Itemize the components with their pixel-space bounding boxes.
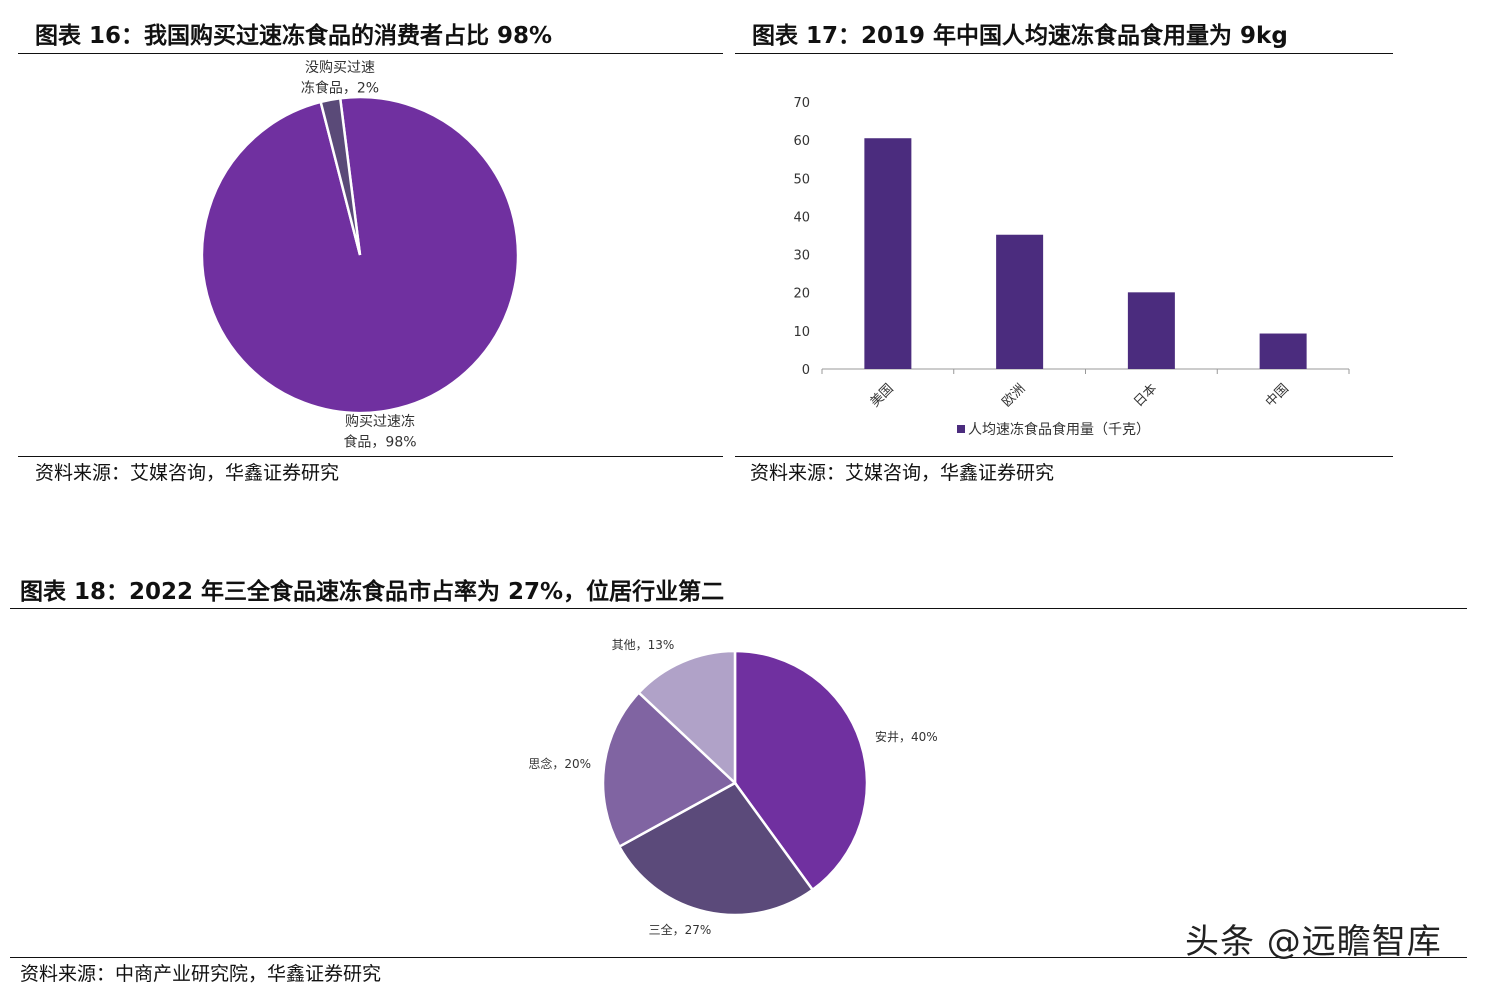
chart18-slice-label-2: 思念，20% — [528, 756, 591, 771]
chart16-title: 图表 16：我国购买过速冻食品的消费者占比 98% — [35, 23, 553, 49]
chart18-pie: 安井，40% 三全，27% 思念，20% 其他，13% — [528, 638, 937, 937]
chart17-source: 资料来源：艾媒咨询，华鑫证券研究 — [750, 462, 1055, 484]
chart17-bar-1 — [996, 234, 1044, 369]
chart17-ytick-label: 20 — [793, 287, 810, 302]
chart16-slice-label-0: 购买过速冻食品，98% — [343, 413, 416, 450]
chart17-ytick-label: 60 — [793, 134, 810, 149]
chart18-source: 资料来源：中商产业研究院，华鑫证券研究 — [20, 963, 382, 985]
chart17-bar-2 — [1127, 292, 1175, 369]
chart18-slice-label-1: 三全，27% — [649, 922, 712, 937]
chart17-ytick-label: 50 — [793, 172, 810, 187]
chart18-bottom-rule — [10, 957, 1467, 958]
chart18-slice-label-3: 其他，13% — [612, 638, 675, 652]
chart17-title: 图表 17：2019 年中国人均速冻食品食用量为 9kg — [752, 23, 1288, 49]
chart17-ytick-label: 70 — [793, 96, 810, 111]
chart17-ytick-label: 30 — [793, 249, 810, 264]
chart18-slice-1 — [617, 781, 815, 917]
chart17-legend-label: 人均速冻食品食用量（千克） — [968, 421, 1150, 438]
chart18-slice-3 — [637, 649, 737, 786]
chart16-slice-label-1: 没购买过速冻食品，2% — [301, 60, 379, 96]
chart18-slice-2 — [601, 690, 738, 849]
chart18-top-rule — [10, 608, 1467, 609]
chart17-ytick-label: 0 — [802, 363, 810, 378]
chart18-title: 图表 18：2022 年三全食品速冻食品市占率为 27%，位居行业第二 — [20, 579, 725, 605]
chart16-pie: 购买过速冻食品，98% 没购买过速冻食品，2% — [200, 60, 520, 450]
chart17-legend-swatch — [957, 425, 965, 433]
chart17-bar-0 — [864, 138, 912, 369]
chart17-bottom-rule — [735, 456, 1393, 457]
chart17-bar-3 — [1259, 333, 1307, 369]
chart16-bottom-rule — [18, 456, 723, 457]
chart17-ytick-label: 10 — [793, 325, 810, 340]
chart18-slice-0 — [733, 649, 869, 892]
chart17-top-rule — [735, 53, 1393, 54]
watermark-text: 头条 @远瞻智库 — [1185, 922, 1442, 962]
chart16-slice-1 — [319, 96, 362, 256]
chart16-top-rule — [18, 53, 723, 54]
chart16-source: 资料来源：艾媒咨询，华鑫证券研究 — [35, 462, 340, 484]
chart17-ytick-label: 40 — [793, 210, 810, 225]
chart18-slice-label-0: 安井，40% — [875, 729, 938, 744]
